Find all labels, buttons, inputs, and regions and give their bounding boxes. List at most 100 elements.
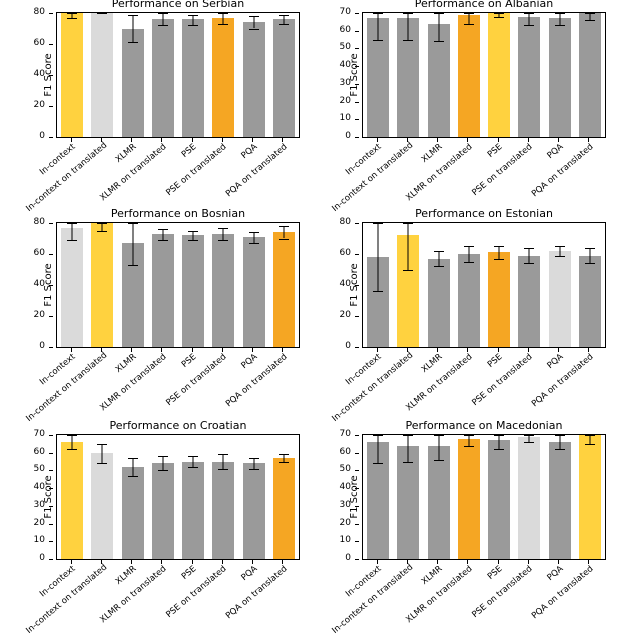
error-cap <box>524 25 534 26</box>
error-bar <box>253 16 254 28</box>
x-tick <box>558 138 559 142</box>
bar <box>488 252 510 347</box>
error-bar <box>408 435 409 462</box>
bar <box>458 439 480 559</box>
bar <box>428 259 450 347</box>
x-tick <box>498 560 499 564</box>
x-tick <box>407 348 408 352</box>
x-tick <box>252 348 253 352</box>
error-bar <box>253 458 254 469</box>
error-bar <box>193 15 194 26</box>
x-tick <box>131 138 132 142</box>
bar <box>61 228 83 347</box>
x-tick <box>437 138 438 142</box>
error-bar <box>132 223 133 265</box>
error-cap <box>158 240 168 241</box>
error-cap <box>585 20 595 21</box>
x-tick <box>588 560 589 564</box>
error-bar <box>162 229 163 240</box>
error-bar <box>559 13 560 25</box>
error-cap <box>158 456 168 457</box>
error-cap <box>158 13 168 14</box>
error-cap <box>585 13 595 14</box>
error-bar <box>378 435 379 463</box>
bar <box>428 446 450 559</box>
x-tick <box>222 138 223 142</box>
error-cap <box>434 251 444 252</box>
x-tick <box>131 560 132 564</box>
error-bar <box>438 13 439 41</box>
x-tick <box>161 348 162 352</box>
error-cap <box>97 444 107 445</box>
error-bar <box>408 13 409 40</box>
chart-panel: Performance on CroatianF1 Score010203040… <box>56 434 300 630</box>
error-cap <box>524 442 534 443</box>
x-tick <box>222 348 223 352</box>
error-cap <box>434 13 444 14</box>
x-tick <box>71 560 72 564</box>
error-cap <box>218 13 228 14</box>
error-cap <box>403 435 413 436</box>
error-cap <box>524 435 534 436</box>
chart-panel: Performance on AlbanianF1 Score010203040… <box>362 12 606 208</box>
x-tick <box>101 348 102 352</box>
error-bar <box>438 251 439 267</box>
error-cap <box>403 40 413 41</box>
chart-title: Performance on Estonian <box>363 207 605 220</box>
error-cap <box>249 243 259 244</box>
chart-panel: Performance on SerbianF1 Score020406080I… <box>56 12 300 208</box>
bar <box>61 13 83 137</box>
error-cap <box>494 435 504 436</box>
x-tick <box>282 138 283 142</box>
plot-area: Performance on SerbianF1 Score020406080 <box>56 12 300 138</box>
error-bar <box>283 454 284 461</box>
chart-title: Performance on Croatian <box>57 419 299 432</box>
x-tick <box>192 560 193 564</box>
error-cap <box>67 240 77 241</box>
error-bar <box>283 226 284 238</box>
error-bar <box>132 15 133 43</box>
error-cap <box>403 223 413 224</box>
x-tick <box>282 348 283 352</box>
error-cap <box>373 40 383 41</box>
bar <box>488 440 510 559</box>
error-bar <box>283 15 284 24</box>
error-cap <box>279 239 289 240</box>
bar <box>273 232 295 347</box>
x-tick <box>377 348 378 352</box>
error-cap <box>555 25 565 26</box>
error-bar <box>499 246 500 258</box>
bar <box>579 435 601 559</box>
error-cap <box>373 463 383 464</box>
x-tick <box>498 348 499 352</box>
error-cap <box>555 13 565 14</box>
error-cap <box>524 248 534 249</box>
error-bar <box>223 13 224 24</box>
error-bar <box>468 246 469 262</box>
error-bar <box>589 248 590 264</box>
bar <box>122 29 144 138</box>
x-tick <box>71 348 72 352</box>
x-tick <box>437 560 438 564</box>
figure: Performance on SerbianF1 Score020406080I… <box>0 0 640 639</box>
error-bar <box>223 228 224 240</box>
x-tick <box>161 138 162 142</box>
error-bar <box>529 435 530 442</box>
bar <box>61 442 83 559</box>
error-bar <box>162 13 163 25</box>
bar <box>243 463 265 559</box>
error-cap <box>97 223 107 224</box>
error-cap <box>67 435 77 436</box>
x-tick <box>467 560 468 564</box>
error-cap <box>464 24 474 25</box>
error-bar <box>438 435 439 460</box>
bar <box>397 446 419 559</box>
error-bar <box>468 13 469 24</box>
error-cap <box>373 223 383 224</box>
error-cap <box>555 256 565 257</box>
error-cap <box>585 263 595 264</box>
bar <box>243 22 265 137</box>
x-tick <box>101 138 102 142</box>
error-cap <box>128 476 138 477</box>
x-tick <box>252 560 253 564</box>
